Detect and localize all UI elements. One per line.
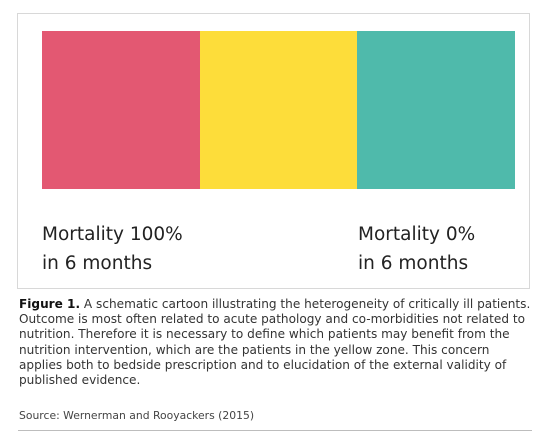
right-label-line1: Mortality 0% [358, 224, 476, 245]
left-label-line1: Mortality 100% [42, 224, 183, 245]
caption-text: A schematic cartoon illustrating the het… [19, 297, 531, 388]
mortality-spectrum-bar [42, 31, 515, 189]
bottom-divider [18, 430, 532, 431]
right-label-line2: in 6 months [358, 253, 469, 274]
left-label-line2: in 6 months [42, 253, 153, 274]
figure-label: Figure 1. [19, 297, 81, 311]
right-mortality-label: Mortality 0% in 6 months [358, 220, 475, 278]
left-mortality-label: Mortality 100% in 6 months [42, 220, 183, 278]
figure-caption: Figure 1. A schematic cartoon illustrati… [19, 297, 533, 388]
red-zone-band [42, 31, 200, 189]
teal-zone-band [357, 31, 515, 189]
source-citation: Source: Wernerman and Rooyackers (2015) [19, 409, 255, 422]
yellow-zone-band [200, 31, 357, 189]
